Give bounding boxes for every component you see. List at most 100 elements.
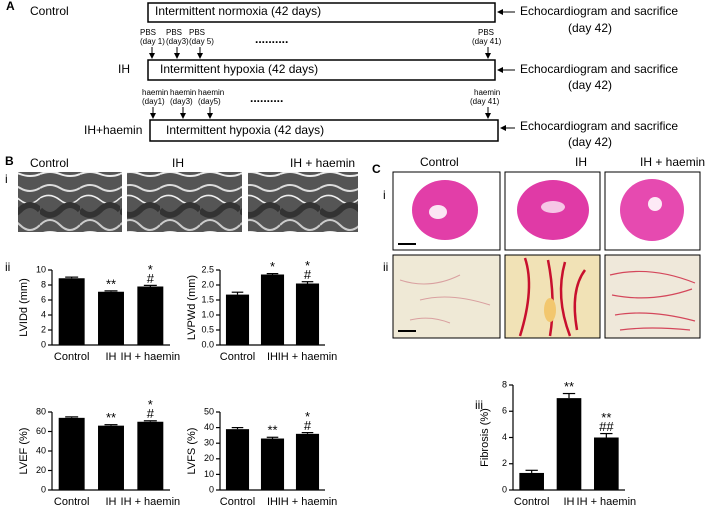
y-tick-label: 4 (502, 432, 507, 442)
significance-mark: ** (267, 423, 277, 438)
group-label: Control (30, 4, 69, 18)
y-axis-label: LVPWd (mm) (186, 275, 198, 340)
panel-a: A Control Intermittent normoxia (42 days… (6, 0, 678, 149)
endpoint: Echocardiogram and sacrifice (520, 4, 678, 18)
x-tick-label: IH + haemin (278, 496, 338, 508)
y-tick-label: 0 (209, 484, 214, 494)
echo-image (18, 172, 122, 232)
bar (260, 274, 285, 345)
bar (295, 283, 320, 345)
y-tick-label: 0 (41, 484, 46, 494)
significance-mark: ** (106, 410, 116, 425)
bar (137, 286, 164, 345)
collagen (518, 257, 587, 337)
endpoint: Echocardiogram and sacrifice (520, 119, 678, 133)
significance-mark: # (304, 267, 312, 282)
y-axis-label: Fibrosis (%) (479, 408, 491, 467)
panel-label: B (5, 154, 14, 168)
group-label: IH (118, 62, 130, 76)
panel-b: B Control IH IH + haemin i ii (5, 154, 358, 274)
bar (519, 472, 544, 490)
collagen (609, 270, 696, 331)
dose-day: (day 1) (140, 37, 165, 46)
panel-label: C (372, 162, 381, 176)
dose-agent: haemin (170, 88, 196, 97)
y-tick-label: 1.5 (201, 294, 214, 304)
protocol-box (149, 119, 499, 142)
significance-mark: ** (564, 379, 574, 394)
x-tick-label: IH (267, 496, 278, 508)
y-tick-label: 6 (502, 406, 507, 416)
sub-label: iii (475, 398, 483, 412)
bar (260, 438, 285, 490)
y-tick-label: 2.5 (201, 264, 214, 274)
bar (295, 433, 320, 490)
x-tick-label: Control (514, 496, 549, 508)
sub-label: ii (5, 260, 10, 274)
significance-mark: # (304, 418, 312, 433)
dose-agent: PBS (478, 28, 494, 37)
bar (556, 398, 582, 490)
y-tick-label: 0 (41, 339, 46, 349)
sub-label: ii (383, 260, 388, 274)
dose-agent: PBS (189, 28, 205, 37)
dose-day: (day5) (198, 97, 221, 106)
y-tick-label: 60 (36, 426, 46, 436)
dose-agent: haemin (142, 88, 168, 97)
y-tick-label: 40 (204, 422, 214, 432)
y-tick-label: 6 (41, 294, 46, 304)
protocol: Intermittent normoxia (42 days) (155, 4, 321, 18)
dose-day: (day1) (142, 97, 165, 106)
significance-mark: * (270, 259, 275, 274)
echo-image (127, 172, 242, 232)
dose-day: (day 41) (472, 37, 502, 46)
y-tick-label: 80 (36, 406, 46, 416)
y-tick-label: 20 (36, 465, 46, 475)
dose-day: (day3) (166, 37, 189, 46)
y-tick-label: 2 (41, 324, 46, 334)
ventricle (429, 205, 447, 219)
significance-mark: ** (601, 410, 611, 425)
dose-agent: haemin (474, 88, 500, 97)
y-tick-label: 0.0 (201, 339, 214, 349)
x-tick-label: IH + haemin (577, 496, 637, 508)
y-tick-label: 20 (204, 453, 214, 463)
bar (594, 437, 619, 490)
sub-label: i (5, 172, 8, 186)
y-tick-label: 0.5 (201, 324, 214, 334)
endpoint-day: (day 42) (568, 21, 612, 35)
ventricle (648, 197, 662, 211)
endpoint-day: (day 42) (568, 78, 612, 92)
significance-mark: * (305, 258, 310, 273)
image-label: IH + haemin (290, 156, 355, 170)
y-tick-label: 8 (41, 279, 46, 289)
significance-mark: * (148, 397, 153, 412)
y-tick-label: 10 (36, 264, 46, 274)
significance-mark: # (147, 271, 155, 286)
y-tick-label: 2.0 (201, 279, 214, 289)
dose-day: (day 41) (470, 97, 500, 106)
significance-mark: * (148, 262, 153, 277)
significance-mark: * (305, 409, 310, 424)
significance-mark: ## (599, 419, 614, 434)
x-tick-label: IH (267, 351, 278, 363)
dose-agent: PBS (166, 28, 182, 37)
panel-label: A (6, 0, 15, 13)
bar (98, 425, 124, 490)
x-tick-label: Control (220, 351, 255, 363)
image-label: IH (575, 155, 587, 169)
y-tick-label: 8 (502, 379, 507, 389)
bar (58, 278, 85, 345)
bar (98, 291, 124, 345)
x-tick-label: IH + haemin (278, 351, 338, 363)
x-tick-label: IH + haemin (121, 496, 181, 508)
dose-day: (day 5) (189, 37, 214, 46)
x-tick-label: IH (564, 496, 575, 508)
image-label: Control (30, 156, 69, 170)
x-tick-label: IH (106, 496, 117, 508)
ventricle (541, 201, 565, 213)
x-tick-label: IH + haemin (121, 351, 181, 363)
x-tick-label: Control (54, 351, 89, 363)
protocol: Intermittent hypoxia (42 days) (160, 62, 318, 76)
